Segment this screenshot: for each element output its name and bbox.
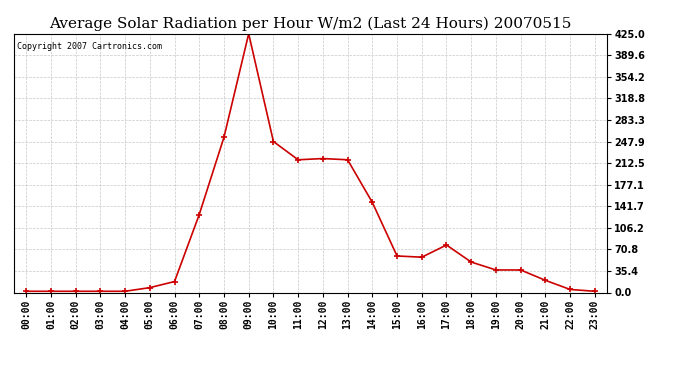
Text: Copyright 2007 Cartronics.com: Copyright 2007 Cartronics.com bbox=[17, 42, 161, 51]
Title: Average Solar Radiation per Hour W/m2 (Last 24 Hours) 20070515: Average Solar Radiation per Hour W/m2 (L… bbox=[49, 17, 572, 31]
